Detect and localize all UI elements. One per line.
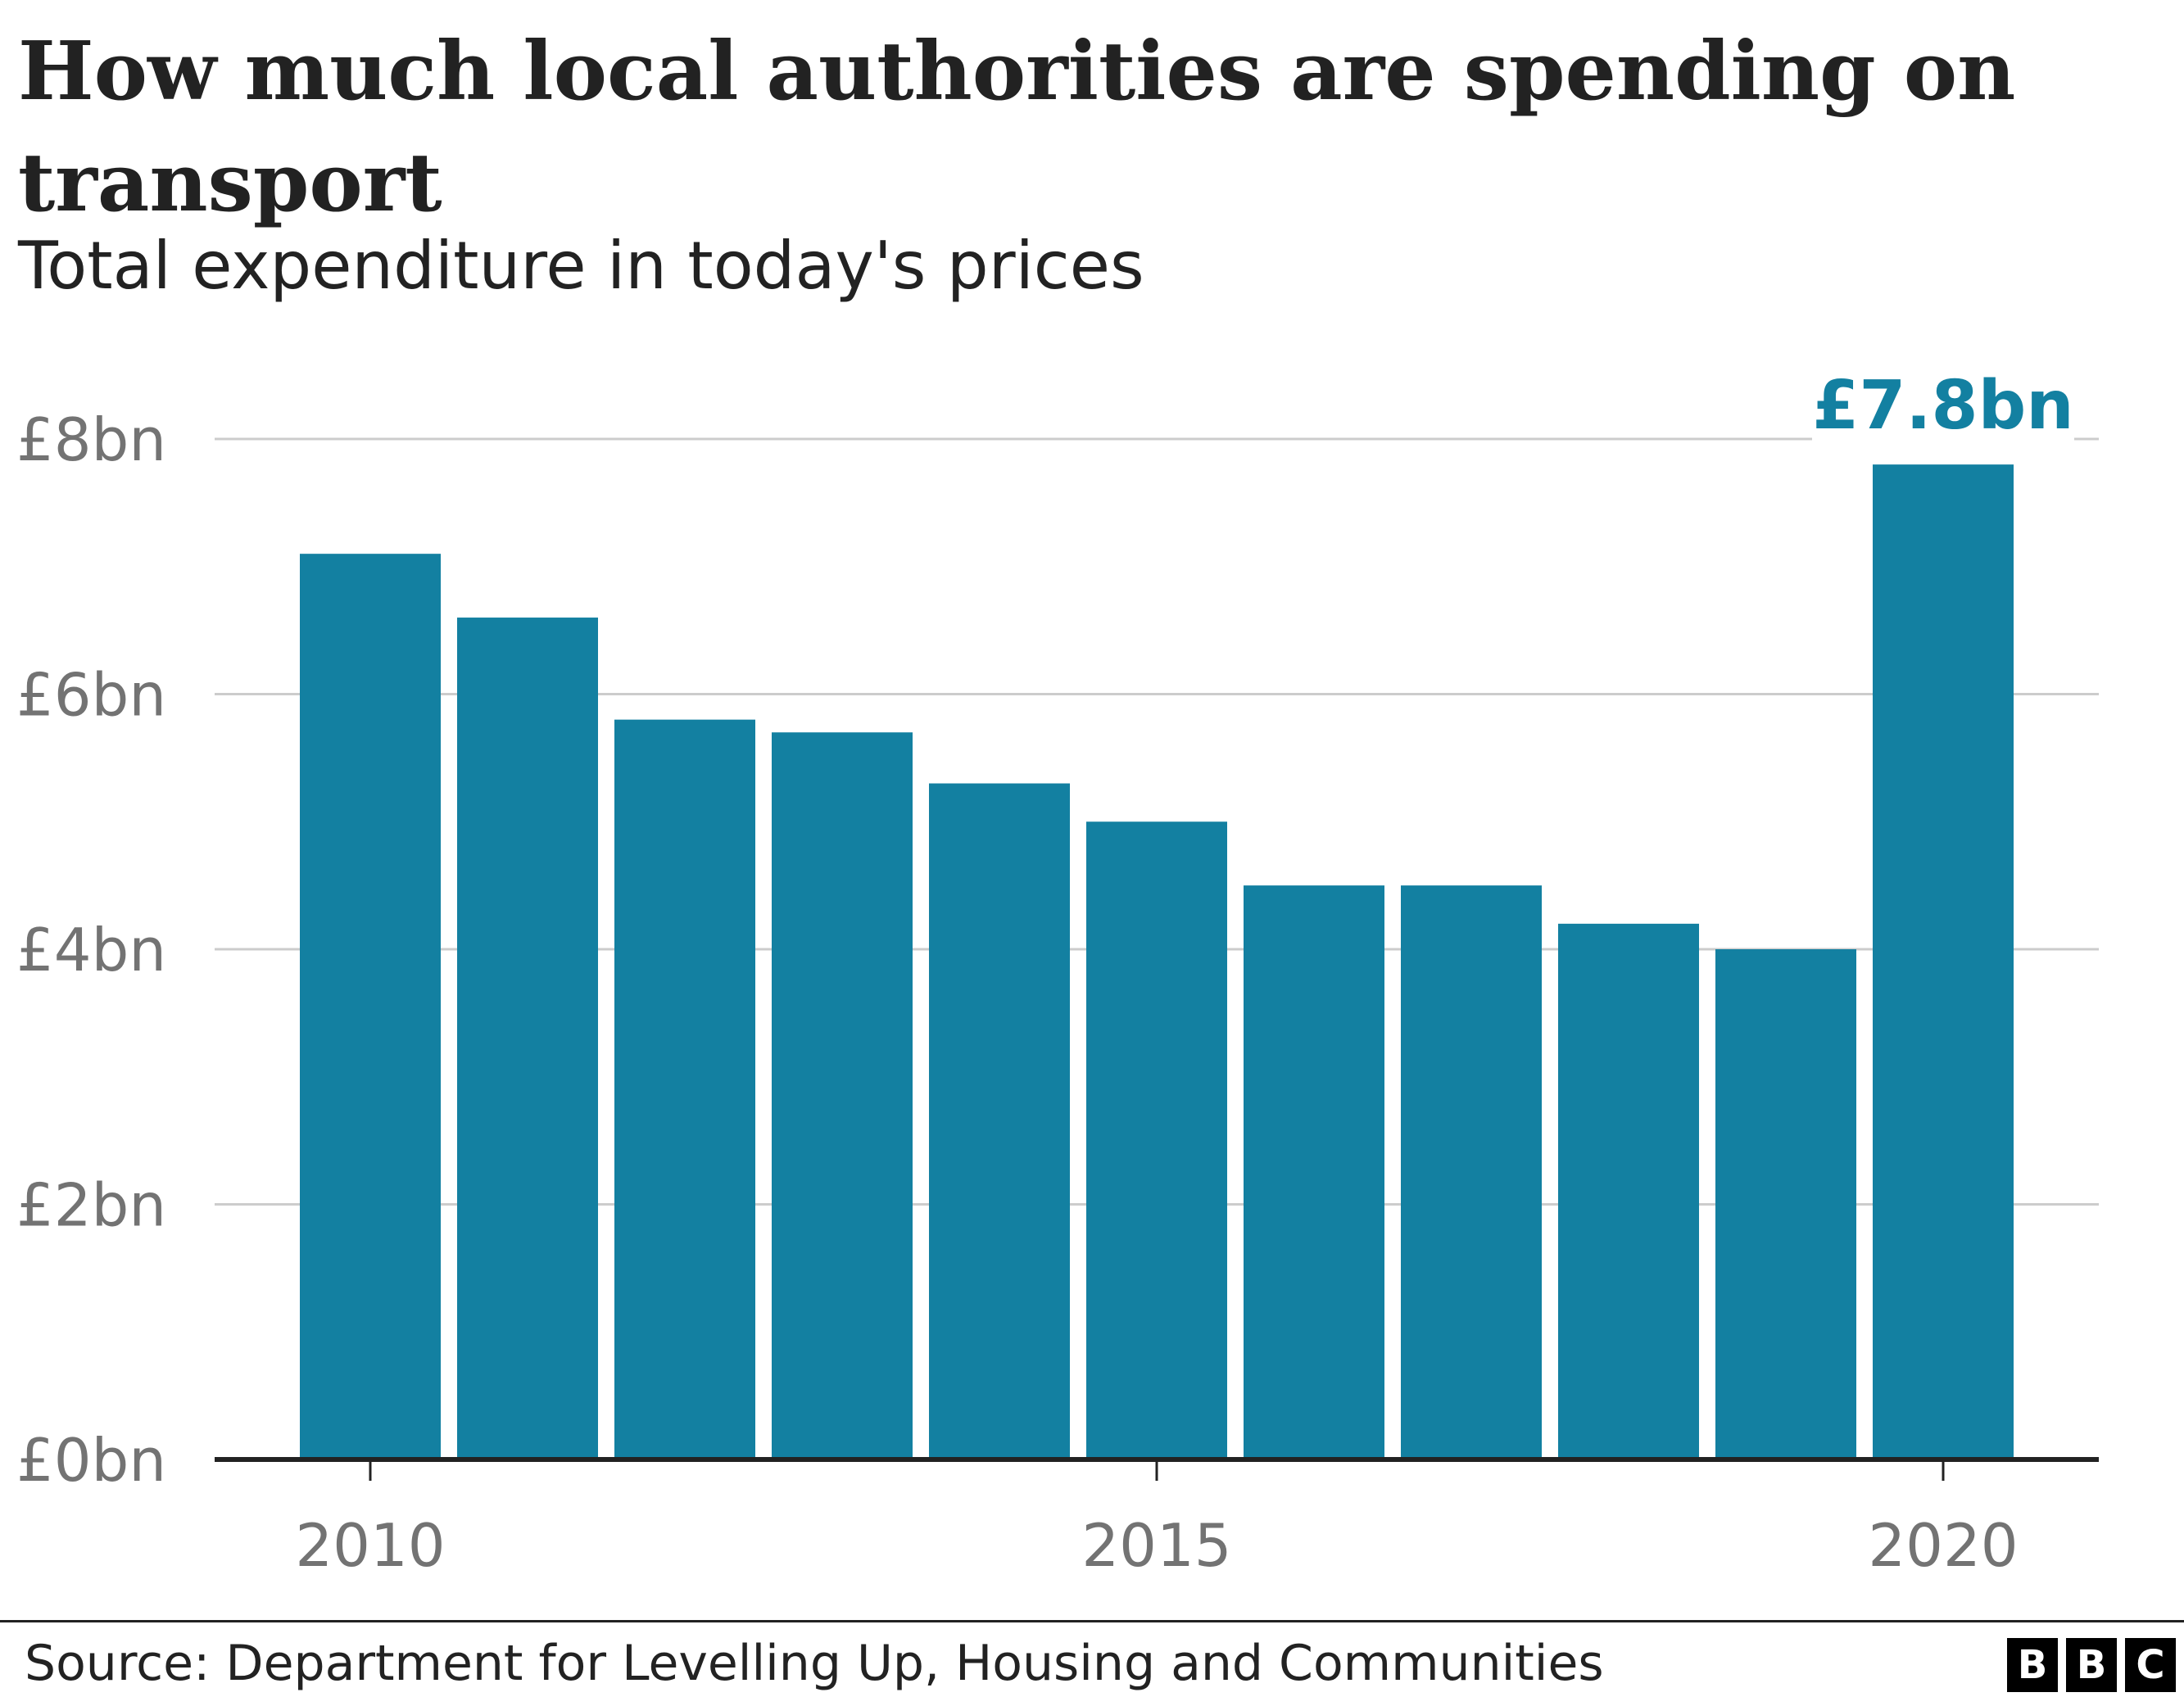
- y-tick-label: £4bn: [16, 916, 166, 984]
- bars: [300, 464, 2014, 1459]
- footer-divider: [0, 1620, 2184, 1622]
- bbc-logo-letter: B: [2007, 1638, 2058, 1692]
- y-tick-label: £6bn: [16, 661, 166, 730]
- chart-subtitle: Total expenditure in today's prices: [18, 228, 1144, 304]
- data-label-background: [1812, 364, 2074, 454]
- bar-2012: [614, 719, 755, 1459]
- bar-2020: [1873, 464, 2014, 1459]
- bbc-logo-letter: C: [2125, 1638, 2176, 1692]
- bar-2017: [1401, 885, 1542, 1459]
- bbc-logo: B B C: [2007, 1638, 2176, 1692]
- bar-2011: [457, 618, 598, 1459]
- bbc-logo-letter: B: [2066, 1638, 2117, 1692]
- bar-2016: [1244, 885, 1384, 1459]
- x-tick-label: 2010: [295, 1511, 445, 1580]
- data-label-2020: £7.8bn: [1812, 367, 2073, 445]
- y-tick-label: £2bn: [16, 1171, 166, 1240]
- y-tick-label: £0bn: [16, 1426, 166, 1495]
- labels: £0bn £2bn £4bn £6bn £8bn 2010 2015 2020 £7.8bn: [16, 364, 2074, 1580]
- bar-2019: [1715, 949, 1856, 1459]
- bar-2013: [772, 732, 913, 1459]
- x-tick-label: 2020: [1868, 1511, 2018, 1580]
- x-axis: [215, 1457, 2099, 1481]
- bar-chart: £0bn £2bn £4bn £6bn £8bn 2010 2015 2020 £7.8bn: [16, 364, 2099, 1580]
- bar-2015: [1086, 821, 1227, 1459]
- chart-title: How much local authorities are spending …: [18, 25, 2016, 230]
- x-tick-label: 2015: [1081, 1511, 1231, 1580]
- y-tick-label: £8bn: [16, 405, 166, 474]
- bar-2010: [300, 554, 441, 1459]
- source-note: Source: Department for Levelling Up, Hou…: [25, 1635, 1604, 1692]
- bar-2018: [1558, 923, 1699, 1459]
- bar-2014: [929, 783, 1070, 1459]
